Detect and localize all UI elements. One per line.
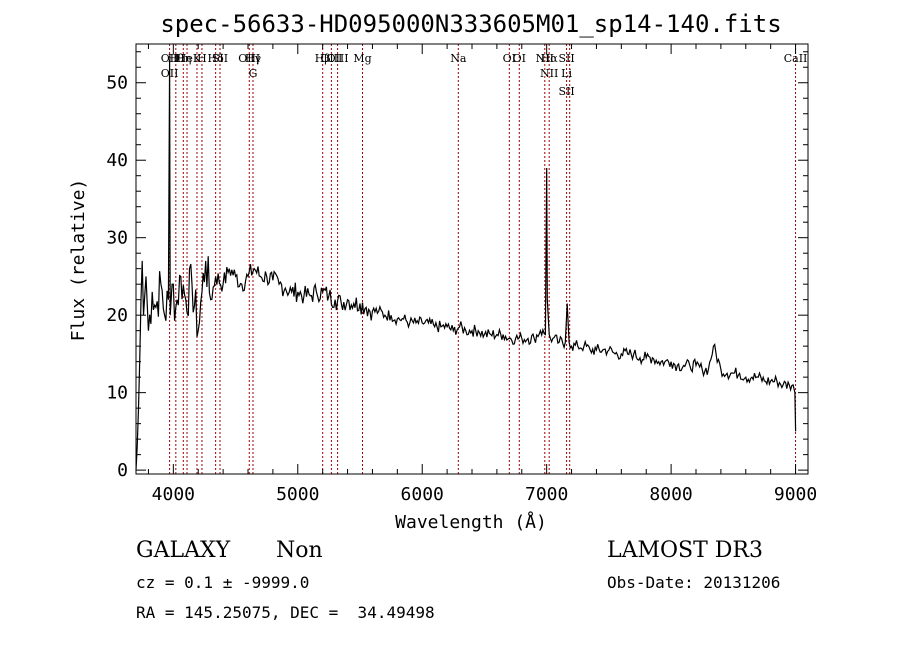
line-marker-label: Hα [541,52,559,65]
object-subclass: Non [276,538,323,563]
line-marker-label: Li [561,67,572,80]
line-marker-label: K [193,52,202,65]
line-marker-label: OIII [320,52,342,65]
spectrum-line [135,59,797,471]
line-marker-label: Mg [353,52,371,65]
x-tick-label: 9000 [774,484,817,505]
x-axis-ticks: 4000 5000 6000 7000 8000 9000 [147,44,817,505]
x-tick-label: 6000 [401,484,444,505]
line-marker-label: OIII [327,52,349,65]
y-tick-label: 10 [106,383,128,404]
line-marker-label: Hη [175,52,191,65]
y-tick-label: 0 [117,460,128,481]
object-type: GALAXY [136,538,231,563]
y-axis-label: Flux (relative) [68,179,89,342]
survey-name: LAMOST DR3 [607,538,763,563]
x-tick-label: 4000 [152,484,195,505]
line-marker-label: SII [212,52,228,65]
x-axis-label: Wavelength (Å) [395,511,547,533]
plot-frame [135,43,809,475]
line-marker-label: G [249,67,258,80]
line-marker-label: NII [540,67,558,80]
y-axis-ticks: 0 10 20 30 40 50 [106,51,808,481]
line-marker-label: SII [558,52,574,65]
line-marker-label: Hδ [208,52,225,65]
line-marker-label: Na [450,52,467,65]
line-marker-label: H [197,52,207,65]
line-marker-label: SII [558,85,574,98]
line-marker-label: OI [513,52,526,65]
line-marker-label: Hβ [315,52,331,65]
chart-title: spec-56633-HD095000N333605M01_sp14-140.f… [160,10,781,38]
y-tick-label: 20 [106,305,128,326]
line-marker-label: Hγ [245,52,262,65]
line-marker-label: OII [161,52,179,65]
line-marker-label: Hθ [168,52,185,65]
y-tick-label: 30 [106,228,128,249]
x-tick-label: 5000 [276,484,319,505]
line-marker-label: CaII [784,52,808,65]
ra-dec: RA = 145.25075, DEC = 34.49498 [136,603,435,622]
x-tick-label: 7000 [525,484,568,505]
y-tick-label: 50 [106,73,128,94]
line-marker-label: OIII [238,52,260,65]
obs-date: Obs-Date: 20131206 [607,573,781,592]
y-tick-label: 40 [106,150,128,171]
x-tick-label: 8000 [649,484,692,505]
emission-line-markers [169,44,797,474]
line-marker-label: NII [536,52,554,65]
redshift-cz: cz = 0.1 ± -9999.0 [136,573,310,592]
line-marker-label: HeI [177,52,197,65]
line-marker-label: OI [503,52,516,65]
